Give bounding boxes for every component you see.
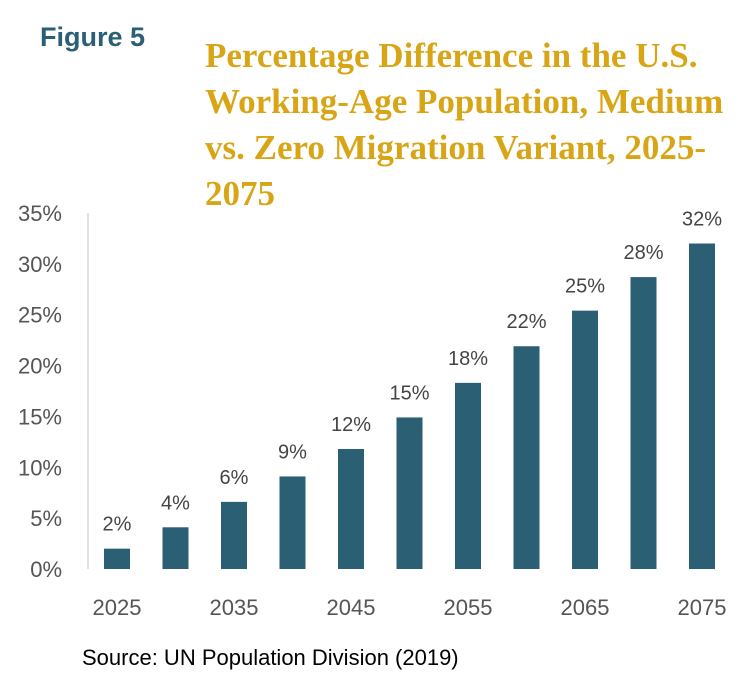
bar-2035 [221,501,247,569]
bar-2040 [279,476,306,569]
bar-2030 [162,527,189,569]
x-tick-label: 2055 [444,595,493,620]
y-tick-label: 35% [18,201,62,226]
bar-2050 [396,417,423,569]
data-label: 9% [278,441,307,463]
y-tick-label: 15% [18,404,62,429]
data-label: 12% [331,414,371,436]
bar-2070 [630,277,657,569]
y-tick-label: 10% [18,455,62,480]
data-label: 22% [506,311,546,333]
x-tick-label: 2035 [210,595,259,620]
data-label: 6% [220,467,249,489]
source-note: Source: UN Population Division (2019) [82,645,459,670]
y-tick-label: 5% [30,506,62,531]
y-tick-label: 0% [30,557,62,582]
y-tick-label: 20% [18,354,62,379]
x-tick-label: 2065 [561,595,610,620]
y-tick-label: 30% [18,252,62,277]
bar-2055 [455,382,481,569]
bar-2075 [689,243,715,569]
bar-2060 [513,346,540,569]
data-label: 25% [565,276,605,298]
data-label: 18% [448,348,488,370]
x-tick-label: 2025 [93,595,142,620]
x-tick-label: 2045 [327,595,376,620]
figure-label: Figure 5 [40,22,146,52]
data-label: 32% [682,209,722,231]
bar-2045 [338,448,364,569]
data-label: 28% [623,242,663,264]
bar-2065 [572,310,598,569]
data-label: 4% [161,492,190,514]
bar-2025 [104,548,130,569]
y-tick-label: 25% [18,303,62,328]
data-label: 15% [389,382,429,404]
x-tick-label: 2075 [678,595,727,620]
data-label: 2% [103,514,132,536]
chart-title: Percentage Difference in the U.S. Workin… [205,36,724,213]
